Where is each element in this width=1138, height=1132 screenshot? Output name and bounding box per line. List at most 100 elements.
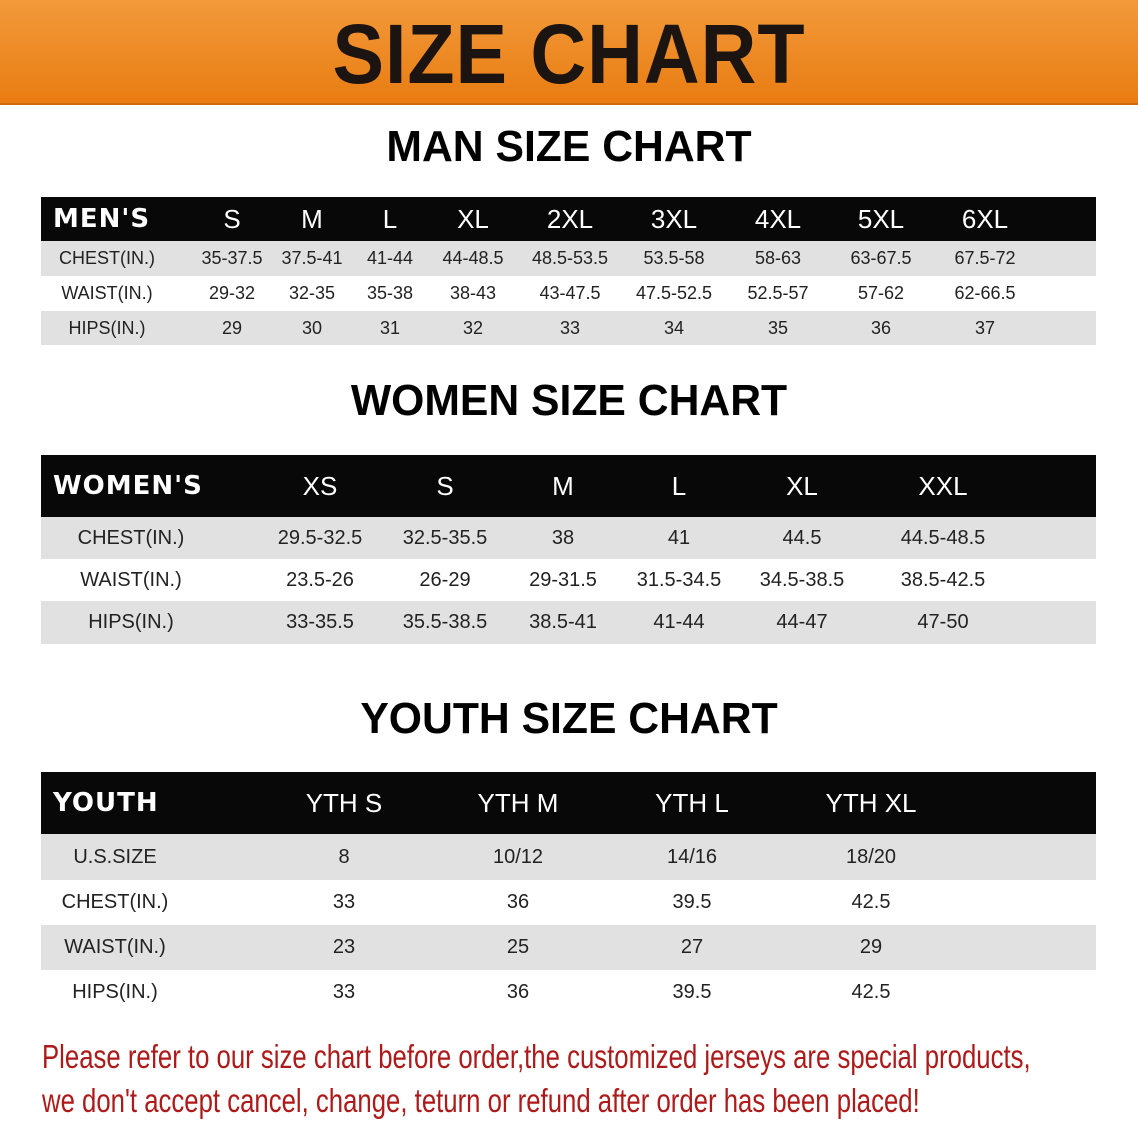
row-label: CHEST(IN.) <box>59 248 155 268</box>
table-cell: 44-48.5 <box>442 248 504 268</box>
table-cell: 44.5-48.5 <box>900 526 986 549</box>
table-cell: 47-50 <box>917 611 969 633</box>
column-header: XS <box>302 470 338 501</box>
policy-note-line-2: we don't accept cancel, change, teturn o… <box>42 1082 920 1119</box>
table-cell: 35 <box>767 317 789 338</box>
table-cell: 62-66.5 <box>954 283 1016 303</box>
column-header: XL <box>786 470 818 501</box>
column-header: 2XL <box>546 203 594 234</box>
table-cell: 52.5-57 <box>747 283 809 303</box>
row-label: WAIST(IN.) <box>64 936 166 958</box>
table-corner-label: MEN'S <box>53 204 151 234</box>
column-header: YTH M <box>477 787 559 818</box>
table-cell: 38-43 <box>449 283 497 303</box>
table-cell: 32 <box>462 317 484 338</box>
row-label: U.S.SIZE <box>73 845 157 868</box>
table-cell: 23.5-26 <box>286 568 354 591</box>
table-cell: 35-38 <box>366 283 414 303</box>
table-cell: 25 <box>506 936 530 958</box>
table-cell: 47.5-52.5 <box>635 283 713 303</box>
table-row: CHEST(IN.) 33 36 39.5 42.5 <box>41 880 1096 925</box>
column-header: 6XL <box>961 203 1009 234</box>
table-cell: 33 <box>559 317 581 338</box>
youth-section-title: YOUTH SIZE CHART <box>360 694 778 743</box>
table-cell: 41-44 <box>653 611 705 633</box>
men-section-title: MAN SIZE CHART <box>386 122 752 171</box>
table-row: HIPS(IN.) 33-35.5 35.5-38.5 38.5-41 41-44 44-… <box>41 601 1096 644</box>
table-cell: 29-31.5 <box>529 568 597 591</box>
column-header: L <box>382 203 398 234</box>
table-cell: 36 <box>506 891 530 913</box>
table-cell: 32-35 <box>288 283 336 303</box>
row-label: CHEST(IN.) <box>61 891 169 913</box>
table-cell: 29 <box>859 936 883 958</box>
table-cell: 57-62 <box>857 283 905 303</box>
table-row: HIPS(IN.) 29 30 31 32 33 34 35 36 37 <box>41 311 1096 345</box>
table-cell: 8 <box>338 845 350 868</box>
table-cell: 23 <box>332 936 356 958</box>
table-cell: 38 <box>551 526 575 549</box>
table-cell: 10/12 <box>492 845 544 868</box>
table-row: WAIST(IN.) 29-32 32-35 35-38 38-43 43-47.5 47.… <box>41 276 1096 311</box>
row-label: CHEST(IN.) <box>77 526 185 549</box>
table-cell: 35.5-38.5 <box>402 611 488 633</box>
column-header: L <box>671 470 687 501</box>
column-header: YTH XL <box>825 787 917 818</box>
table-cell: 37.5-41 <box>281 248 343 268</box>
column-header: S <box>436 470 454 501</box>
table-cell: 37 <box>974 317 996 338</box>
column-header: XXL <box>918 470 968 501</box>
table-cell: 34.5-38.5 <box>759 568 845 591</box>
table-cell: 31.5-34.5 <box>636 568 722 591</box>
table-cell: 63-67.5 <box>850 248 912 268</box>
table-cell: 34 <box>663 317 685 338</box>
table-cell: 44-47 <box>776 611 828 633</box>
table-cell: 39.5 <box>672 981 712 1003</box>
column-header: XL <box>457 203 489 234</box>
table-row: WAIST(IN.) 23.5-26 26-29 29-31.5 31.5-34.5 34… <box>41 559 1096 601</box>
table-corner-label: WOMEN'S <box>53 471 203 501</box>
table-cell: 39.5 <box>672 891 712 913</box>
column-header: 3XL <box>650 203 698 234</box>
table-cell: 29 <box>221 317 243 338</box>
row-label: WAIST(IN.) <box>80 568 182 591</box>
table-row: CHEST(IN.) 29.5-32.5 32.5-35.5 38 41 44.5 44.5… <box>41 517 1096 559</box>
table-cell: 33 <box>332 891 356 913</box>
column-header: YTH S <box>305 787 383 818</box>
table-cell: 31 <box>379 317 401 338</box>
table-cell: 14/16 <box>666 845 718 868</box>
table-row: HIPS(IN.) 33 36 39.5 42.5 <box>41 970 1096 1015</box>
women-section-title: WOMEN SIZE CHART <box>350 376 788 425</box>
table-cell: 58-63 <box>754 248 802 268</box>
table-cell: 32.5-35.5 <box>402 526 488 549</box>
table-cell: 33 <box>332 981 356 1003</box>
title-banner <box>0 0 1138 105</box>
table-cell: 53.5-58 <box>643 248 705 268</box>
page-title: SIZE CHART <box>332 7 806 101</box>
row-label: WAIST(IN.) <box>61 283 153 303</box>
policy-note-line-1: Please refer to our size chart before or… <box>42 1038 1031 1075</box>
table-cell: 36 <box>870 317 892 338</box>
table-header-row: WOMEN'S XS S M L XL XXL <box>41 455 1096 517</box>
table-cell: 42.5 <box>851 981 891 1003</box>
column-header: M <box>552 470 574 501</box>
column-header: 5XL <box>857 203 905 234</box>
table-cell: 67.5-72 <box>954 248 1016 268</box>
table-cell: 41 <box>667 526 691 549</box>
table-cell: 18/20 <box>845 845 897 868</box>
table-cell: 29-32 <box>208 283 256 303</box>
table-row: U.S.SIZE 8 10/12 14/16 18/20 <box>41 834 1096 880</box>
row-label: HIPS(IN.) <box>88 611 174 633</box>
column-header: M <box>301 203 323 234</box>
table-cell: 48.5-53.5 <box>531 248 609 268</box>
column-header: S <box>223 203 241 234</box>
table-cell: 35-37.5 <box>201 248 263 268</box>
column-header: YTH L <box>655 787 729 818</box>
table-cell: 44.5 <box>782 526 822 549</box>
table-cell: 36 <box>506 981 530 1003</box>
table-cell: 42.5 <box>851 891 891 913</box>
row-label: HIPS(IN.) <box>72 981 158 1003</box>
table-cell: 38.5-41 <box>529 611 597 633</box>
table-row: CHEST(IN.) 35-37.5 37.5-41 41-44 44-48.5 48.5… <box>41 241 1096 276</box>
